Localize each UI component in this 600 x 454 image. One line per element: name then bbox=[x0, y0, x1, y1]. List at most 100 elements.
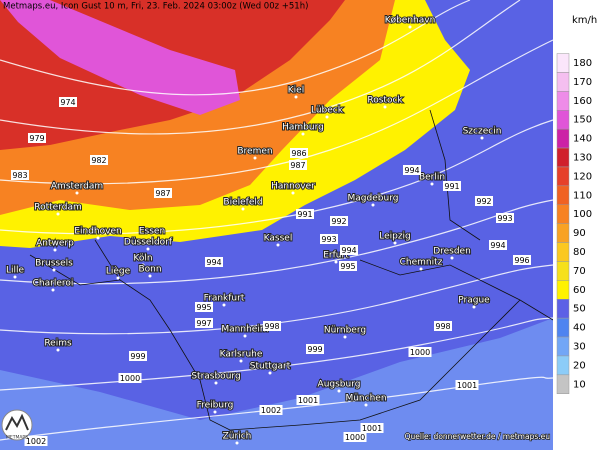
isobar-label: 1002 bbox=[261, 406, 281, 415]
city-dot bbox=[241, 207, 245, 211]
city-dot bbox=[96, 236, 100, 240]
isobar-label-box bbox=[11, 170, 29, 180]
isobar-label-box bbox=[513, 255, 531, 265]
isobar-label-box bbox=[118, 373, 142, 383]
isobar-label: 992 bbox=[331, 217, 346, 226]
isobar-label-box bbox=[296, 395, 320, 405]
isobar-label: 992 bbox=[476, 197, 491, 206]
isobar-label: 983 bbox=[12, 171, 27, 180]
city-dot bbox=[419, 267, 423, 271]
legend-label: 70 bbox=[573, 266, 586, 277]
legend-swatch bbox=[556, 261, 570, 281]
city-dot bbox=[450, 256, 454, 260]
city-dot bbox=[213, 410, 217, 414]
city-dot bbox=[56, 348, 60, 352]
city-label: Brussels bbox=[35, 259, 73, 269]
city-label: Nürnberg bbox=[324, 326, 366, 336]
city-label: Hannover bbox=[271, 182, 315, 192]
legend-label: 120 bbox=[573, 171, 592, 182]
city-label: Düsseldorf bbox=[124, 238, 173, 248]
legend-swatch bbox=[556, 242, 570, 262]
isobar-label-box bbox=[496, 213, 514, 223]
legend-swatch bbox=[556, 336, 570, 357]
city-dot bbox=[276, 243, 280, 247]
legend-label: 180 bbox=[573, 58, 592, 69]
city-label: Lübeck bbox=[311, 106, 344, 116]
city-dot bbox=[214, 381, 218, 385]
legend-swatch bbox=[556, 185, 570, 206]
city-dot bbox=[51, 288, 55, 292]
isobar-label: 991 bbox=[297, 210, 312, 219]
city-dot bbox=[383, 105, 387, 109]
legend-label: 140 bbox=[573, 134, 592, 145]
city-dot bbox=[141, 263, 145, 267]
city-dot bbox=[325, 115, 329, 119]
isobar-label-box bbox=[129, 351, 147, 361]
isobar-label-box bbox=[489, 240, 507, 250]
city-dot bbox=[334, 260, 338, 264]
city-dot bbox=[146, 247, 150, 251]
legend-swatch bbox=[556, 72, 570, 92]
isobar-label-box bbox=[289, 160, 307, 170]
legend-swatch bbox=[556, 374, 570, 395]
isobar-label: 996 bbox=[514, 256, 529, 265]
legend-swatch bbox=[556, 128, 570, 149]
city-label: Chemnitz bbox=[400, 258, 443, 268]
isobar-label-box bbox=[296, 209, 314, 219]
isobar-label: 1001 bbox=[362, 424, 382, 433]
city-dot bbox=[253, 156, 257, 160]
legend-swatch bbox=[556, 317, 570, 338]
city-label: Strasbourg bbox=[191, 372, 240, 382]
city-dot bbox=[235, 441, 239, 445]
light-wind-area bbox=[0, 318, 553, 450]
logo: METMAPS bbox=[1, 409, 33, 441]
legend-unit: km/h bbox=[572, 15, 597, 26]
city-label: Szczecin bbox=[463, 127, 502, 137]
legend-label: 160 bbox=[573, 96, 592, 107]
isobar-label-box bbox=[475, 196, 493, 206]
city-label: Dresden bbox=[433, 247, 471, 257]
legend-label: 30 bbox=[573, 342, 586, 353]
city-dot bbox=[116, 276, 120, 280]
legend-swatch bbox=[556, 204, 570, 224]
city-label: Stuttgart bbox=[250, 362, 291, 372]
legend-swatch bbox=[556, 223, 570, 243]
city-label: Charleroi bbox=[33, 279, 74, 289]
city-label: Freiburg bbox=[197, 401, 234, 411]
city-label: Köln bbox=[133, 254, 152, 264]
city-label: Mannheim bbox=[221, 325, 268, 335]
city-label: Essen bbox=[139, 227, 165, 237]
city-dot bbox=[364, 403, 368, 407]
city-label: Zürich bbox=[223, 432, 252, 442]
isobar-label: 987 bbox=[155, 189, 170, 198]
legend-label: 10 bbox=[573, 379, 586, 390]
city-dot bbox=[148, 274, 152, 278]
isobar-label: 997 bbox=[196, 319, 211, 328]
isobar-label: 993 bbox=[321, 235, 336, 244]
legend-label: 130 bbox=[573, 153, 592, 164]
city-label: Rostock bbox=[367, 96, 403, 106]
city-label: München bbox=[345, 394, 386, 404]
header-title: Metmaps.eu, Icon Gust 10 m, Fri, 23. Feb… bbox=[3, 2, 308, 12]
isobar-label-box bbox=[195, 318, 213, 328]
isobar-label-box bbox=[320, 234, 338, 244]
city-dot bbox=[268, 371, 272, 375]
isobar-label: 999 bbox=[130, 352, 145, 361]
isobar-label-box bbox=[90, 155, 108, 165]
isobar-label-box bbox=[59, 97, 77, 107]
city-dot bbox=[150, 236, 154, 240]
city-label: København bbox=[385, 16, 436, 26]
city-dot bbox=[291, 191, 295, 195]
source-credit: Quelle: donnerwetter.de / metmaps.eu bbox=[405, 432, 551, 441]
legend-label: 80 bbox=[573, 247, 586, 258]
logo-text: METMAPS bbox=[6, 435, 28, 441]
isobar-label: 994 bbox=[404, 166, 419, 175]
isobar-label: 993 bbox=[497, 214, 512, 223]
isobar-label: 998 bbox=[435, 322, 450, 331]
city-dot bbox=[52, 268, 56, 272]
city-label: Lille bbox=[6, 266, 25, 276]
isobar-label: 991 bbox=[444, 182, 459, 191]
legend-swatch bbox=[556, 53, 570, 73]
isobar-label-box bbox=[340, 245, 358, 255]
